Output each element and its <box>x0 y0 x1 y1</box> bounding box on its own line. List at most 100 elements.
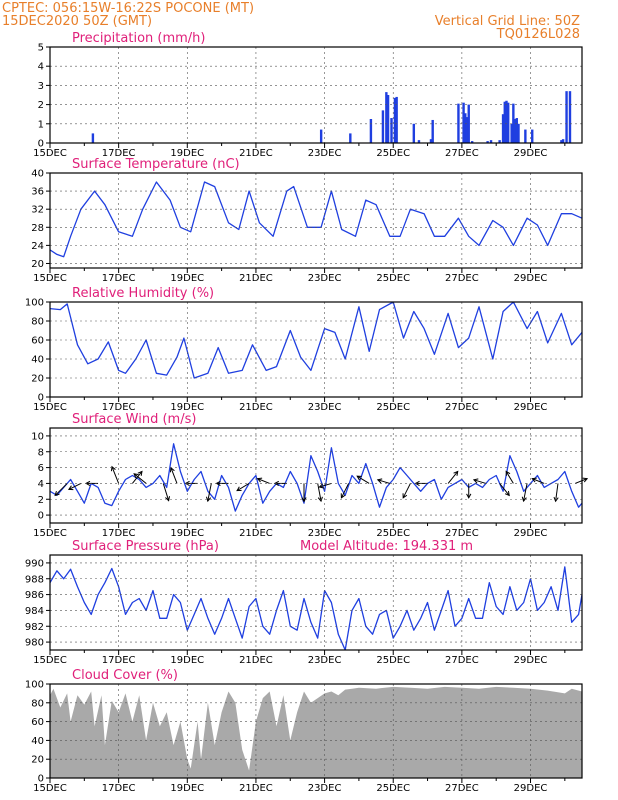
panel-title: Surface Temperature (nC) <box>72 157 240 172</box>
panel-frame <box>49 554 583 651</box>
y-tick-label: 4 <box>38 479 44 490</box>
wind-arrow-head <box>402 493 408 499</box>
y-tick-label: 60 <box>31 717 44 728</box>
wind-arrow <box>110 465 120 484</box>
wind-arrow-head <box>236 486 242 492</box>
wind-arrow-shaft <box>356 475 370 484</box>
precip-bar <box>470 141 474 143</box>
wind-arrow-head <box>466 493 472 499</box>
x-tick-label: 29DEC <box>514 528 548 539</box>
x-tick-label: 19DEC <box>170 783 204 794</box>
wind-arrow-head <box>453 470 459 476</box>
x-tick-label: 17DEC <box>102 783 136 794</box>
precip-bar <box>512 103 515 143</box>
wind-arrow-head <box>67 485 74 491</box>
precip-bar <box>515 118 518 143</box>
y-tick-label: 980 <box>25 638 44 649</box>
temp-line <box>50 181 582 258</box>
x-tick-label: 29DEC <box>514 402 548 413</box>
y-tick-label: 982 <box>25 622 44 633</box>
x-tick-label: 19DEC <box>170 655 204 666</box>
wind-arrow-shaft <box>505 471 514 484</box>
wind-arrow-shaft <box>257 478 270 484</box>
x-tick-label: 23DEC <box>308 402 342 413</box>
x-tick-label: 27DEC <box>445 655 479 666</box>
x-tick-label: 15DEC <box>33 273 67 284</box>
x-tick-label: 23DEC <box>308 148 342 159</box>
rh-line <box>50 302 582 379</box>
wind-line <box>50 443 582 512</box>
y-tick-label: 6 <box>38 463 44 474</box>
wind-arrow <box>317 483 323 503</box>
wind-arrow-head <box>301 497 307 503</box>
x-tick-label: 21DEC <box>239 148 273 159</box>
x-tick-label: 27DEC <box>445 528 479 539</box>
x-tick-label: 19DEC <box>170 528 204 539</box>
y-tick-label: 988 <box>25 574 44 585</box>
x-tick-label: 21DEC <box>239 783 273 794</box>
x-tick-label: 19DEC <box>170 402 204 413</box>
wind-arrow-head <box>340 493 346 499</box>
precip-bar <box>489 140 493 143</box>
panel-title: Surface Pressure (hPa) <box>72 539 219 554</box>
precip-bar <box>517 123 520 143</box>
panel-pres: 980 982 984 986 988 990 15DEC 17DEC 19DEC 21DEC 23… <box>25 539 583 666</box>
x-tick-label: 17DEC <box>102 148 136 159</box>
precip-bar <box>560 140 563 143</box>
precip-bar <box>385 92 388 143</box>
wind-arrow-head <box>273 480 280 487</box>
wind-arrow-shaft <box>111 466 120 484</box>
precip-bar <box>462 102 465 143</box>
wind-arrow <box>67 482 82 491</box>
wind-arrow <box>205 483 212 503</box>
wind-arrow <box>236 482 250 492</box>
y-tick-label: 2 <box>38 495 44 506</box>
x-tick-label: 19DEC <box>170 148 204 159</box>
y-tick-label: 100 <box>25 680 44 691</box>
wind-arrow-head <box>165 496 171 502</box>
panel-cloud: 0 20 40 60 80 100 15DEC 17DEC 19DEC 21DEC 23DEC 25D… <box>25 668 583 794</box>
header-station: CPTEC: 056:15W-16:22S POCONE (MT) <box>2 1 254 16</box>
x-tick-label: 17DEC <box>102 655 136 666</box>
wind-arrow <box>162 483 171 502</box>
precip-bar <box>349 133 352 143</box>
precip-bar <box>524 129 527 143</box>
wind-arrow-head <box>110 465 116 472</box>
y-tick-label: 984 <box>25 606 44 617</box>
precip-bar <box>431 119 434 143</box>
x-tick-label: 23DEC <box>308 783 342 794</box>
precip-bar <box>568 91 572 143</box>
panel-title: Relative Humidity (%) <box>72 286 214 301</box>
x-tick-label: 29DEC <box>514 273 548 284</box>
wind-arrow-shaft <box>317 483 322 502</box>
y-tick-label: 0 <box>38 774 44 785</box>
wind-arrow <box>256 477 270 484</box>
precip-bar <box>381 110 385 143</box>
y-tick-label: 40 <box>31 169 44 180</box>
wind-arrow-head <box>531 477 537 483</box>
y-tick-label: 20 <box>31 374 44 385</box>
precip-bar <box>386 95 390 143</box>
panel-subtitle: Model Altitude: 194.331 m <box>300 539 473 554</box>
y-tick-label: 0 <box>38 393 44 404</box>
wind-arrow-head <box>256 477 263 483</box>
precip-bar <box>503 101 506 143</box>
wind-arrow-shaft <box>319 482 332 488</box>
precip-bar <box>319 129 323 143</box>
wind-arrow-shaft <box>499 483 510 496</box>
precip-bar <box>417 140 421 143</box>
x-tick-label: 25DEC <box>376 655 410 666</box>
wind-arrow <box>447 470 459 484</box>
y-tick-label: 80 <box>31 317 44 328</box>
precip-bar <box>464 113 467 143</box>
x-tick-label: 29DEC <box>514 148 548 159</box>
wind-arrow-head <box>133 473 139 479</box>
x-tick-label: 17DEC <box>102 528 136 539</box>
wind-arrow-head <box>521 496 527 503</box>
precip-bar <box>513 119 517 143</box>
wind-arrow-shaft <box>377 479 390 484</box>
y-tick-label: 5 <box>38 43 44 54</box>
wind-arrow <box>531 477 545 484</box>
y-tick-label: 8 <box>38 447 44 458</box>
precip-bar <box>393 97 397 143</box>
